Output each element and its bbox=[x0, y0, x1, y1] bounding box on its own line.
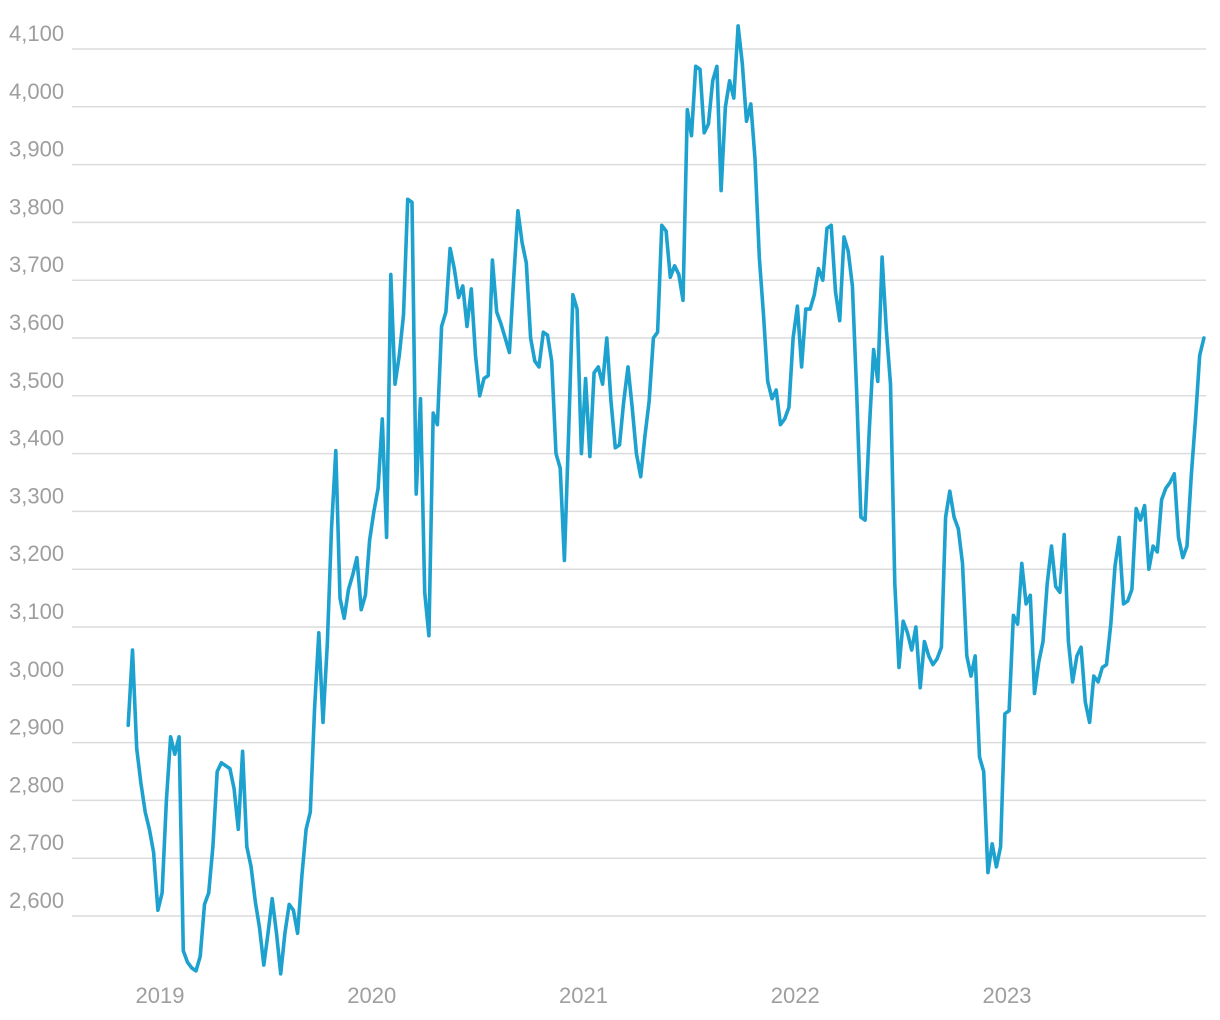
y-tick-label: 3,000 bbox=[9, 657, 64, 682]
y-tick-label: 4,000 bbox=[9, 79, 64, 104]
x-tick-label: 2019 bbox=[136, 983, 185, 1008]
series-line bbox=[126, 24, 1206, 976]
y-tick-label: 3,800 bbox=[9, 194, 64, 219]
y-tick-label: 3,700 bbox=[9, 252, 64, 277]
y-tick-label: 3,300 bbox=[9, 483, 64, 508]
x-tick-label: 2022 bbox=[771, 983, 820, 1008]
y-tick-label: 3,900 bbox=[9, 137, 64, 162]
y-tick-label: 2,900 bbox=[9, 715, 64, 740]
x-tick-label: 2020 bbox=[347, 983, 396, 1008]
y-tick-label: 2,800 bbox=[9, 772, 64, 797]
x-tick-label: 2021 bbox=[559, 983, 608, 1008]
y-tick-label: 3,100 bbox=[9, 599, 64, 624]
y-tick-label: 2,600 bbox=[9, 888, 64, 913]
y-tick-label: 3,200 bbox=[9, 541, 64, 566]
y-tick-label: 4,100 bbox=[9, 21, 64, 46]
series-layer bbox=[126, 24, 1206, 976]
y-tick-label: 2,700 bbox=[9, 830, 64, 855]
y-axis-labels: 2,600 2,700 2,800 2,900 3,000 3,100 3,200 3,300… bbox=[9, 21, 64, 913]
x-axis-labels: 2019 2020 2021 2022 2023 bbox=[136, 983, 1032, 1008]
y-tick-label: 3,500 bbox=[9, 368, 64, 393]
y-tick-label: 3,400 bbox=[9, 426, 64, 451]
y-tick-label: 3,600 bbox=[9, 310, 64, 335]
gridlines bbox=[72, 48, 1206, 917]
x-tick-label: 2023 bbox=[983, 983, 1032, 1008]
